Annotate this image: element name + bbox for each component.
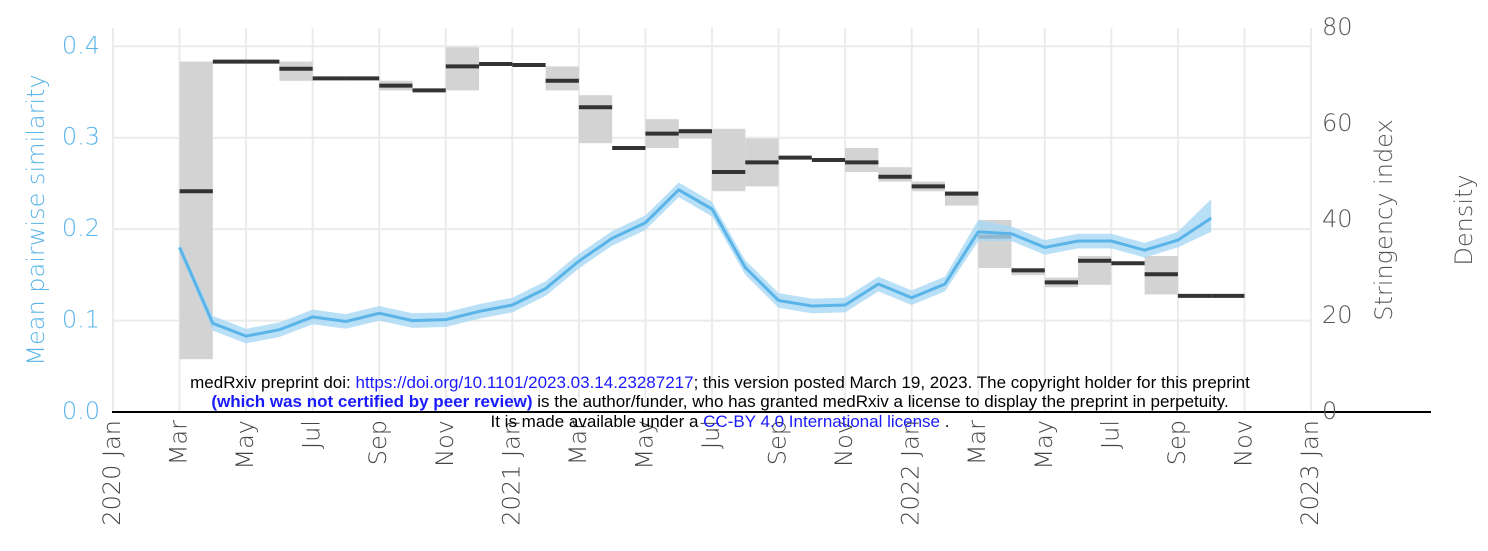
y-tick-label: 0.1: [62, 306, 100, 334]
watermark-text: .: [940, 412, 950, 431]
range-box: [678, 128, 712, 139]
watermark-text: ; this version posted March 19, 2023. Th…: [693, 373, 1250, 392]
x-tick-label: Jul: [697, 420, 725, 449]
watermark-text: It is made available under a: [490, 412, 704, 431]
y-tick-label: 0.2: [62, 214, 100, 242]
x-tick-label: Jul: [298, 420, 326, 449]
marks: [178, 47, 1245, 360]
y-tick-label: 0.4: [62, 31, 100, 59]
x-tick-label: Nov: [1229, 420, 1257, 467]
watermark-text: is the author/funder, who has granted me…: [532, 392, 1229, 411]
doi-link[interactable]: https://doi.org/10.1101/2023.03.14.23287…: [355, 373, 694, 392]
x-tick-label: May: [630, 420, 658, 470]
x-tick-label: May: [231, 420, 259, 470]
range-box: [845, 148, 879, 172]
range-box: [445, 47, 480, 91]
x-tick-label: Mar: [165, 420, 193, 465]
y-axis-title: Mean pairwise similarity: [22, 74, 50, 365]
watermark-text: medRxiv preprint doi:: [190, 373, 356, 392]
x-tick-label: Jul: [1096, 420, 1124, 449]
y2-tick-label: 40: [1322, 205, 1353, 233]
x-tick-label: Sep: [764, 420, 792, 465]
similarity-line: [178, 187, 1212, 338]
x-tick-label: 2023 Jan: [1296, 420, 1324, 526]
y2-tick-label: 20: [1322, 301, 1353, 329]
x-tick-label: Mar: [564, 420, 592, 465]
watermark-line: It is made available under a CC-BY 4.0 I…: [0, 412, 1440, 431]
y2-tick-label: 60: [1322, 109, 1353, 137]
x-tick-label: Sep: [1163, 420, 1191, 465]
license-link[interactable]: CC-BY 4.0 International license: [703, 412, 941, 431]
range-box: [878, 167, 912, 182]
y-tick-label: 0.0: [62, 397, 100, 425]
x-tick-label: Sep: [364, 420, 392, 465]
range-box: [712, 128, 746, 192]
range-box: [545, 66, 579, 91]
x-tick-label: Nov: [431, 420, 459, 467]
grid: [112, 28, 1312, 413]
x-tick-label: Mar: [963, 420, 991, 465]
y2-tick-label: 0: [1322, 397, 1337, 425]
y-tick-label: 0.3: [62, 123, 100, 151]
y3-axis-title: Density: [1450, 174, 1478, 265]
x-tick-label: Nov: [830, 420, 858, 467]
x-tick-label: 2022 Jan: [897, 420, 925, 526]
y2-axis-title: Stringency index: [1370, 119, 1398, 320]
range-box: [578, 95, 613, 144]
range-box: [279, 61, 313, 81]
watermark-bold: (which was not certified by peer review): [211, 392, 533, 411]
x-tick-label: 2020 Jan: [98, 420, 126, 526]
watermark-line: medRxiv preprint doi: https://doi.org/10…: [0, 373, 1440, 392]
x-tick-label: 2021 Jan: [497, 420, 525, 526]
watermark-line: (which was not certified by peer review)…: [0, 392, 1440, 411]
y2-tick-label: 80: [1322, 13, 1353, 41]
x-tick-label: May: [1030, 420, 1058, 470]
